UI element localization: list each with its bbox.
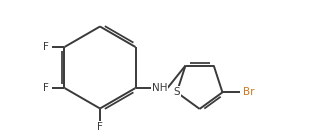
Text: F: F bbox=[97, 122, 103, 132]
Text: Br: Br bbox=[243, 87, 254, 97]
Text: NH: NH bbox=[152, 83, 167, 93]
Text: F: F bbox=[43, 42, 49, 52]
Text: S: S bbox=[174, 87, 180, 97]
Text: F: F bbox=[43, 83, 49, 93]
